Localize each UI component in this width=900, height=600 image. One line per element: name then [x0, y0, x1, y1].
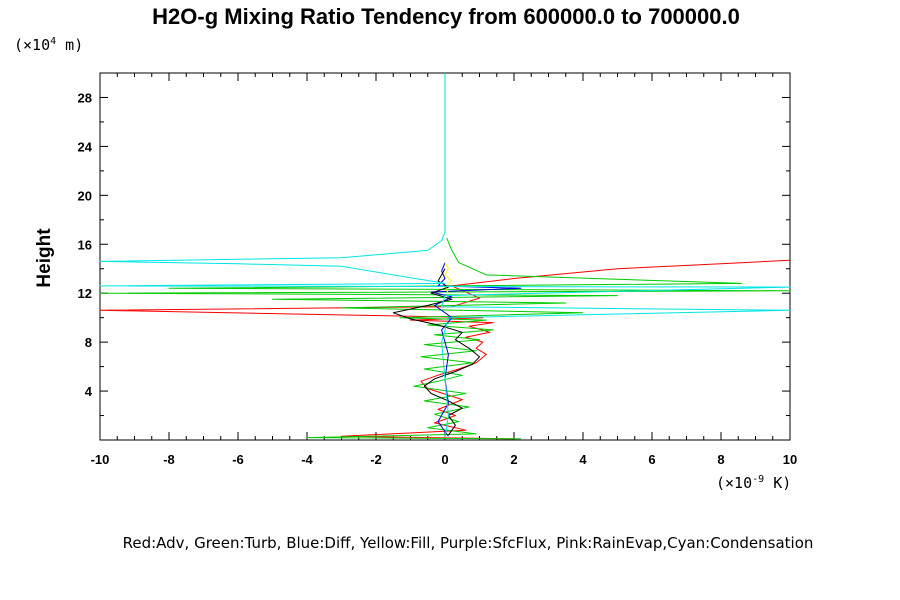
x-tick-label: 10 [783, 452, 797, 467]
x-tick-label: -4 [301, 452, 313, 467]
x-unit-label: (×10-9 K) [716, 474, 791, 492]
series-line-adv [99, 259, 791, 440]
x-tick-label: 6 [648, 452, 655, 467]
y-tick-label: 24 [78, 139, 93, 154]
y-tick-label: 12 [78, 286, 92, 301]
legend-text: Red:Adv, Green:Turb, Blue:Diff, Yellow:F… [123, 534, 814, 552]
chart-title: H2O-g Mixing Ratio Tendency from 600000.… [152, 4, 740, 29]
x-tick-label: 0 [441, 452, 448, 467]
x-tick-label: -2 [370, 452, 382, 467]
y-tick-label: 4 [85, 384, 93, 399]
y-tick-label: 20 [78, 188, 92, 203]
x-tick-label: -8 [163, 452, 175, 467]
y-tick-label: 16 [78, 237, 92, 252]
series-line-fill [444, 262, 453, 294]
x-tick-label: 4 [579, 452, 587, 467]
series-group [99, 73, 791, 440]
series-line-diff [430, 262, 522, 437]
y-tick-label: 8 [85, 335, 92, 350]
y-axis-label: Height [34, 228, 55, 288]
axis-ticks [99, 73, 791, 440]
x-tick-label: -6 [232, 452, 244, 467]
x-tick-label: 2 [510, 452, 517, 467]
y-unit-label: (×104 m) [14, 36, 83, 54]
x-tick-label: 8 [717, 452, 724, 467]
y-tick-label: 28 [78, 90, 92, 105]
x-tick-label: -10 [91, 452, 110, 467]
series-line-cond [99, 73, 791, 438]
